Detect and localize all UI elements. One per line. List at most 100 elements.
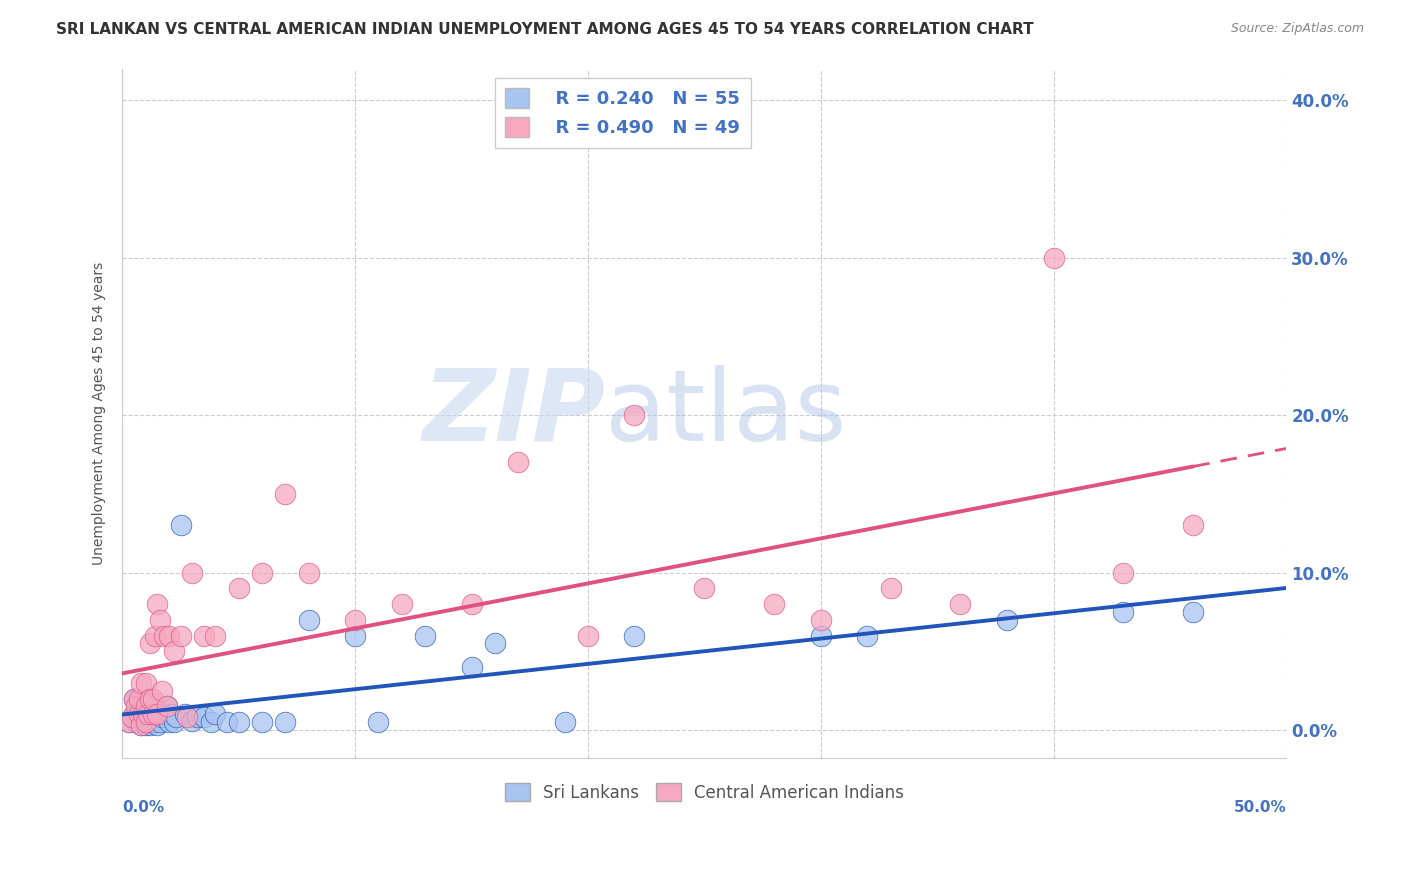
Point	[155, 699, 177, 714]
Point	[949, 597, 972, 611]
Point	[193, 710, 215, 724]
Point	[122, 691, 145, 706]
Text: Source: ZipAtlas.com: Source: ZipAtlas.com	[1230, 22, 1364, 36]
Point	[157, 628, 180, 642]
Point	[135, 718, 157, 732]
Point	[135, 712, 157, 726]
Point	[128, 707, 150, 722]
Point	[148, 715, 170, 730]
Point	[554, 715, 576, 730]
Point	[460, 660, 482, 674]
Point	[129, 718, 152, 732]
Point	[139, 718, 162, 732]
Point	[128, 699, 150, 714]
Point	[506, 455, 529, 469]
Point	[274, 715, 297, 730]
Point	[297, 613, 319, 627]
Point	[204, 707, 226, 722]
Point	[162, 715, 184, 730]
Point	[162, 644, 184, 658]
Point	[146, 707, 169, 722]
Point	[1042, 251, 1064, 265]
Text: 0.0%: 0.0%	[122, 800, 165, 814]
Point	[150, 710, 173, 724]
Point	[165, 710, 187, 724]
Point	[204, 628, 226, 642]
Point	[995, 613, 1018, 627]
Point	[135, 715, 157, 730]
Point	[128, 715, 150, 730]
Point	[125, 699, 148, 714]
Point	[215, 715, 238, 730]
Point	[143, 707, 166, 722]
Point	[146, 597, 169, 611]
Point	[139, 691, 162, 706]
Point	[181, 566, 204, 580]
Point	[810, 613, 832, 627]
Point	[169, 518, 191, 533]
Point	[856, 628, 879, 642]
Point	[132, 707, 155, 722]
Point	[128, 691, 150, 706]
Point	[250, 566, 273, 580]
Point	[169, 628, 191, 642]
Text: SRI LANKAN VS CENTRAL AMERICAN INDIAN UNEMPLOYMENT AMONG AGES 45 TO 54 YEARS COR: SRI LANKAN VS CENTRAL AMERICAN INDIAN UN…	[56, 22, 1033, 37]
Point	[186, 710, 208, 724]
Point	[148, 613, 170, 627]
Point	[135, 695, 157, 709]
Text: ZIP: ZIP	[422, 365, 606, 462]
Point	[142, 691, 165, 706]
Point	[142, 715, 165, 730]
Y-axis label: Unemployment Among Ages 45 to 54 years: Unemployment Among Ages 45 to 54 years	[93, 262, 107, 565]
Text: atlas: atlas	[606, 365, 846, 462]
Point	[155, 699, 177, 714]
Point	[879, 581, 901, 595]
Point	[118, 715, 141, 730]
Point	[623, 628, 645, 642]
Point	[623, 408, 645, 422]
Point	[122, 691, 145, 706]
Point	[367, 715, 389, 730]
Point	[193, 628, 215, 642]
Point	[139, 707, 162, 722]
Point	[250, 715, 273, 730]
Point	[139, 636, 162, 650]
Point	[274, 487, 297, 501]
Legend:   R = 0.240   N = 55,   R = 0.490   N = 49: R = 0.240 N = 55, R = 0.490 N = 49	[495, 78, 751, 148]
Point	[157, 715, 180, 730]
Point	[132, 695, 155, 709]
Point	[1112, 605, 1135, 619]
Point	[391, 597, 413, 611]
Point	[121, 710, 143, 724]
Point	[153, 707, 176, 722]
Point	[136, 715, 159, 730]
Point	[297, 566, 319, 580]
Text: 50.0%: 50.0%	[1233, 800, 1286, 814]
Point	[344, 628, 367, 642]
Point	[150, 683, 173, 698]
Point	[129, 704, 152, 718]
Point	[1112, 566, 1135, 580]
Point	[1182, 605, 1205, 619]
Point	[200, 715, 222, 730]
Point	[174, 707, 197, 722]
Point	[763, 597, 786, 611]
Point	[160, 707, 183, 722]
Point	[228, 581, 250, 595]
Point	[118, 715, 141, 730]
Point	[181, 714, 204, 728]
Point	[142, 707, 165, 722]
Point	[176, 710, 198, 724]
Point	[1182, 518, 1205, 533]
Point	[143, 628, 166, 642]
Point	[125, 715, 148, 730]
Point	[132, 715, 155, 730]
Point	[146, 707, 169, 722]
Point	[135, 675, 157, 690]
Point	[344, 613, 367, 627]
Point	[460, 597, 482, 611]
Point	[228, 715, 250, 730]
Point	[129, 675, 152, 690]
Point	[135, 699, 157, 714]
Point	[693, 581, 716, 595]
